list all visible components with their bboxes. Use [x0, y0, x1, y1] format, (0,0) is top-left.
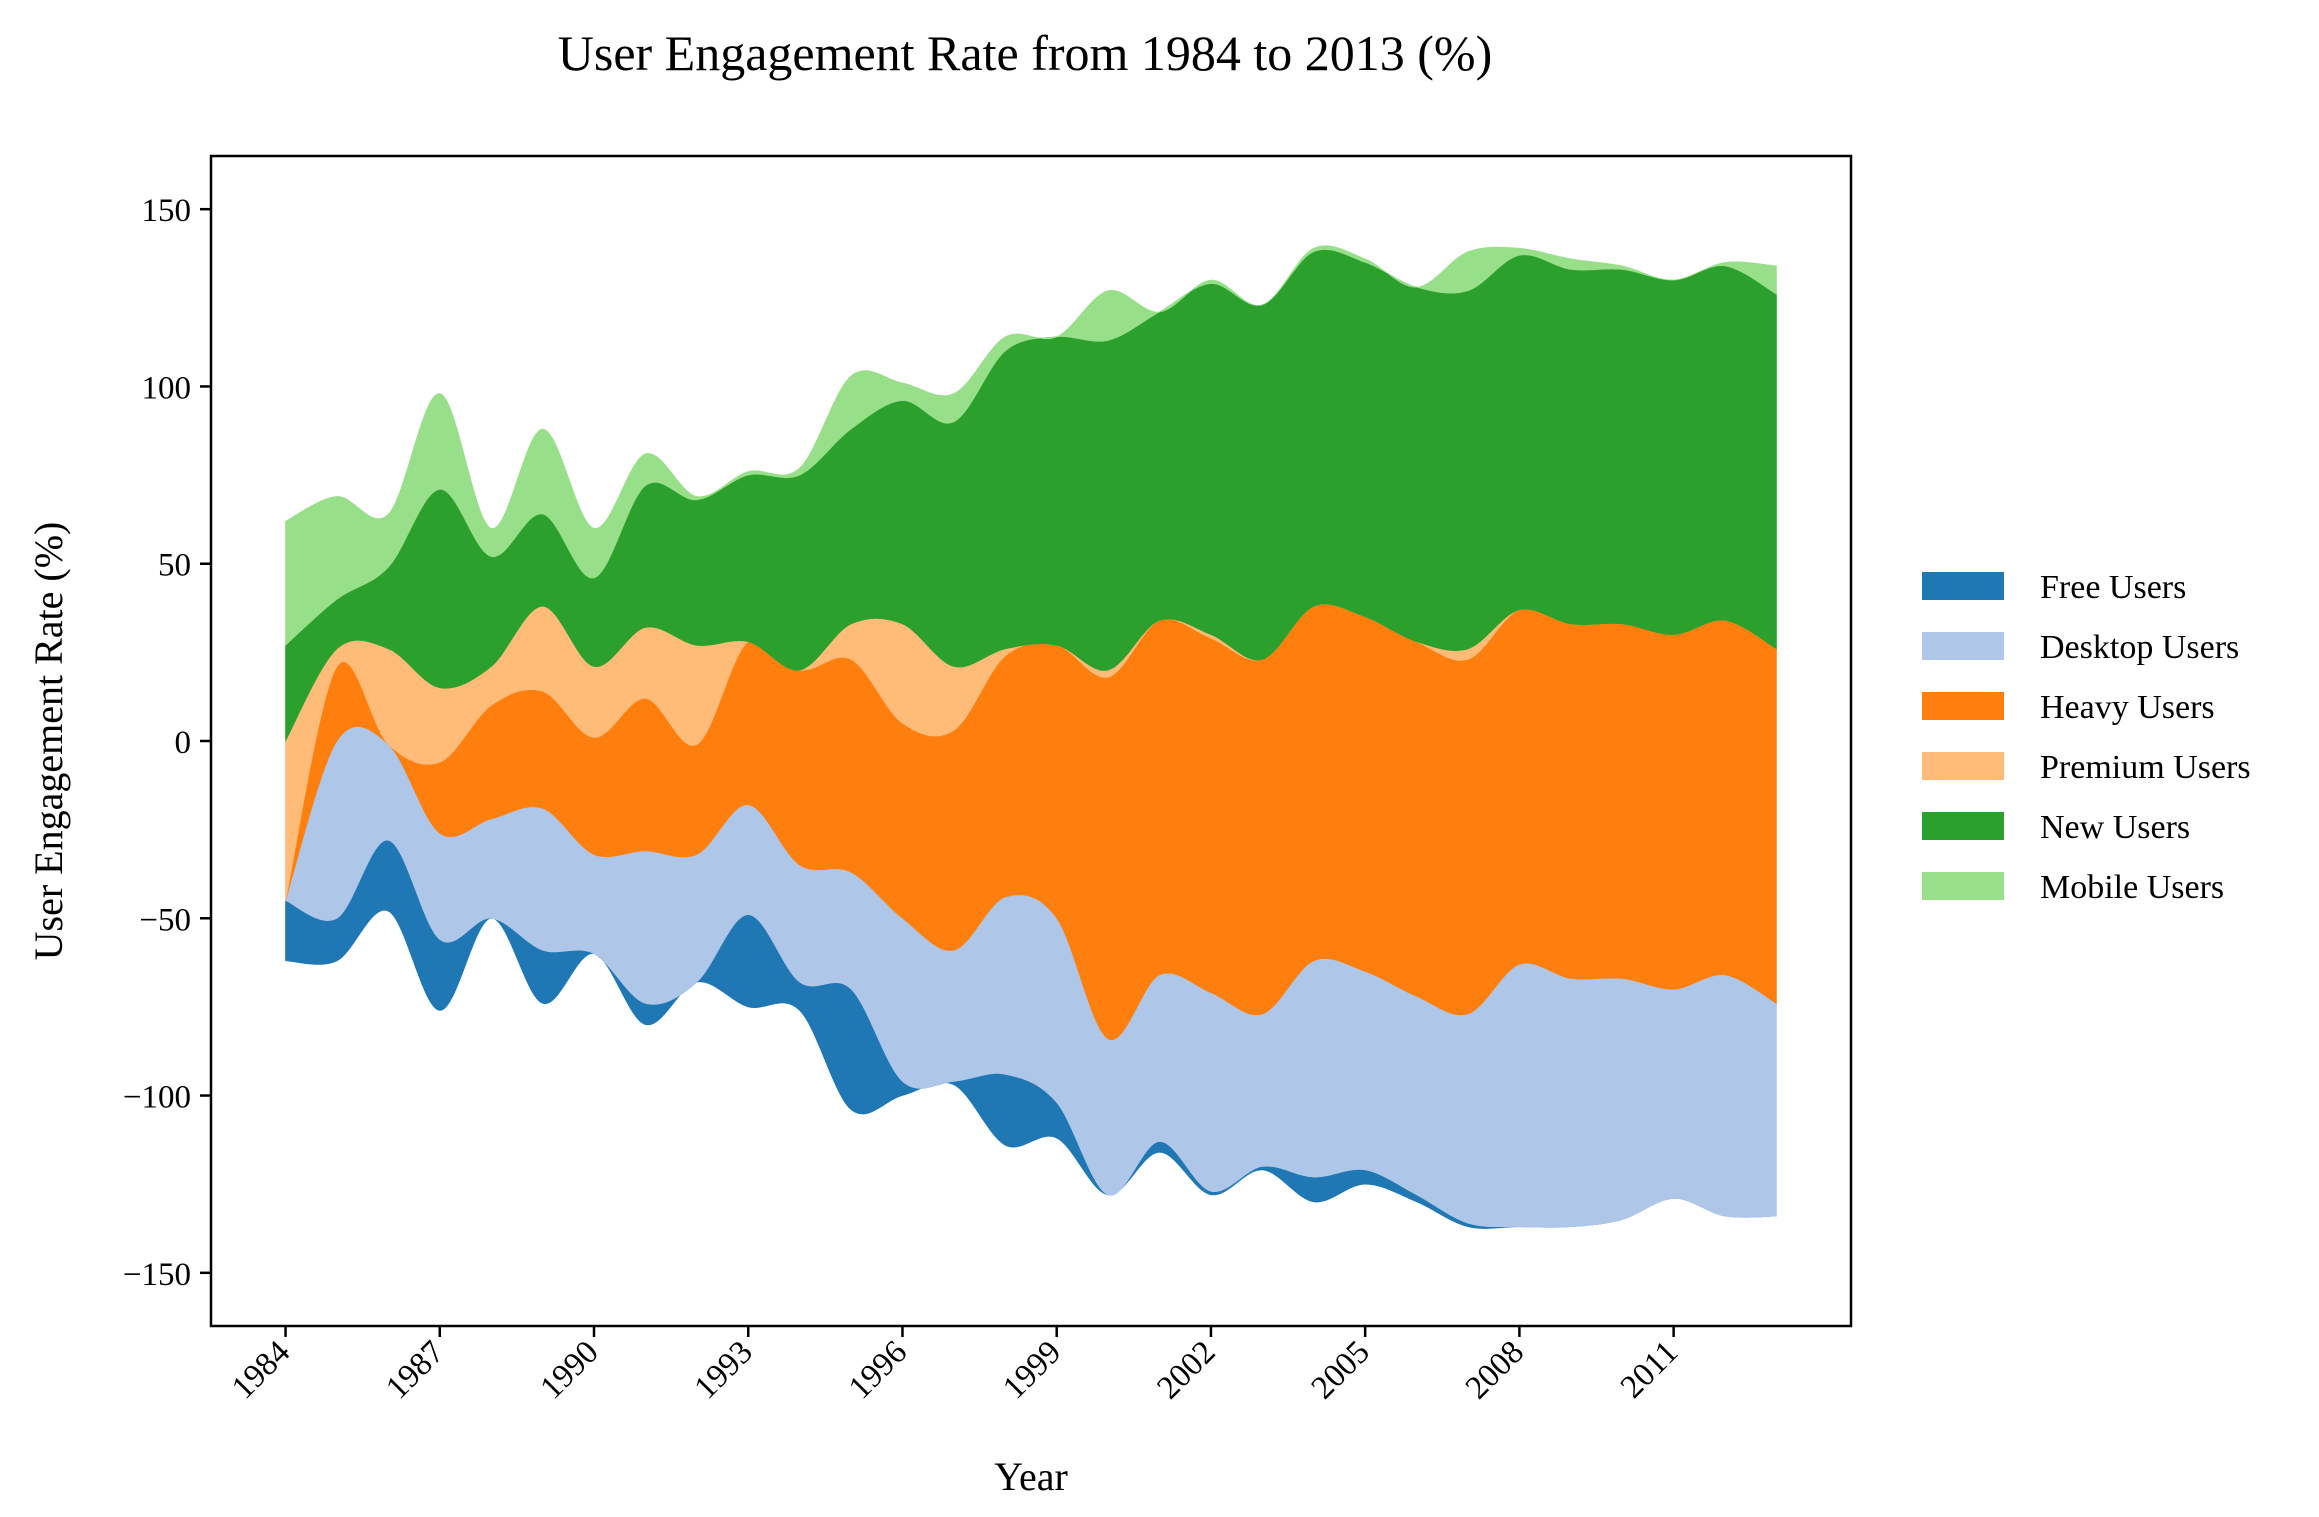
x-tick-label: 1990 — [534, 1334, 606, 1406]
legend-label: New Users — [2040, 809, 2190, 846]
y-tick-label: 150 — [142, 193, 192, 229]
legend: Free Users Desktop Users Heavy Users Premiu… — [1922, 569, 2251, 906]
x-tick-label: 2002 — [1150, 1334, 1222, 1406]
stream-areas — [285, 245, 1777, 1229]
y-tick-label: −100 — [123, 1080, 191, 1116]
y-axis: −150 −100 −50 0 50 100 150 — [123, 193, 211, 1293]
legend-label: Free Users — [2040, 569, 2186, 606]
x-tick-label: 2005 — [1305, 1334, 1377, 1406]
legend-swatch — [1922, 572, 2004, 600]
area-mobile-users — [285, 245, 1777, 646]
y-tick-label: −150 — [123, 1257, 191, 1293]
legend-label: Desktop Users — [2040, 629, 2239, 666]
chart-title: User Engagement Rate from 1984 to 2013 (… — [558, 25, 1492, 81]
x-tick-label: 2008 — [1459, 1334, 1531, 1406]
legend-swatch — [1922, 752, 2004, 780]
x-tick-label: 1987 — [379, 1334, 451, 1406]
legend-label: Heavy Users — [2040, 689, 2215, 726]
legend-label: Premium Users — [2040, 749, 2251, 786]
x-axis-label: Year — [994, 1454, 1068, 1499]
x-tick-label: 1999 — [996, 1334, 1068, 1406]
y-tick-label: 50 — [158, 548, 191, 584]
y-tick-label: 100 — [142, 370, 192, 406]
y-tick-label: −50 — [139, 902, 191, 938]
x-tick-label: 1984 — [225, 1334, 297, 1406]
legend-label: Mobile Users — [2040, 869, 2224, 906]
legend-swatch — [1922, 872, 2004, 900]
legend-swatch — [1922, 632, 2004, 660]
x-tick-label: 1993 — [688, 1334, 760, 1406]
y-axis-label: User Engagement Rate (%) — [26, 522, 71, 961]
y-tick-label: 0 — [175, 725, 192, 761]
legend-swatch — [1922, 692, 2004, 720]
x-tick-label: 2011 — [1614, 1334, 1685, 1405]
legend-swatch — [1922, 812, 2004, 840]
x-tick-label: 1996 — [842, 1334, 914, 1406]
x-axis: 1984 1987 1990 1993 1996 1999 2002 2005 2008 2011 — [225, 1326, 1685, 1406]
